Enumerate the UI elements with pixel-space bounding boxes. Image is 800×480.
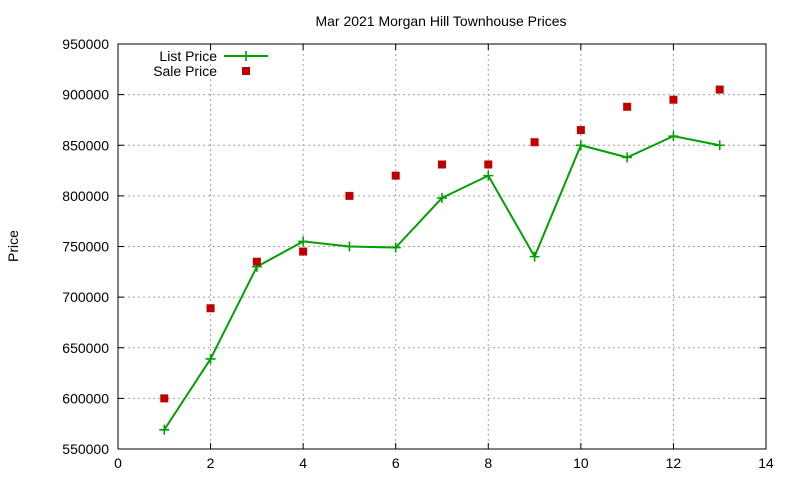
sale-price-point [299, 247, 308, 256]
axes: 0 2 4 6 8 10 12 14 550000 600000 650000 700000 75000… [62, 36, 774, 471]
list-price-point [668, 131, 679, 142]
legend-marker-list-price [241, 51, 251, 61]
y-tick-label: 900000 [62, 87, 109, 103]
y-tick-label: 700000 [62, 289, 109, 305]
list-price-point [714, 140, 725, 151]
legend: List Price Sale Price [153, 48, 268, 79]
sale-price-point [391, 171, 400, 180]
x-tick-label: 12 [666, 455, 682, 471]
plot-border [117, 43, 767, 450]
x-tick-label: 2 [207, 455, 215, 471]
y-tick-label: 750000 [62, 239, 109, 255]
y-tick-label: 650000 [62, 340, 109, 356]
sale-price-point [160, 394, 169, 403]
list-price-point [483, 170, 494, 181]
list-price-point [575, 140, 586, 151]
legend-label-list-price: List Price [159, 48, 217, 64]
sale-price-point [623, 102, 632, 111]
list-price-point [622, 152, 633, 163]
chart-title: Mar 2021 Morgan Hill Townhouse Prices [315, 13, 566, 29]
y-tick-label: 950000 [62, 36, 109, 52]
x-tick-label: 0 [114, 455, 122, 471]
x-tick-label: 8 [484, 455, 492, 471]
legend-marker-sale-price [242, 67, 250, 75]
sale-price-point [345, 191, 354, 200]
list-price-line [163, 135, 720, 431]
y-tick-label: 600000 [62, 390, 109, 406]
list-price-point [205, 353, 216, 364]
list-price-point [437, 192, 447, 203]
sale-price-point [530, 138, 539, 147]
sale-price-point [252, 257, 261, 266]
y-tick-label: 550000 [62, 441, 109, 457]
y-tick-label: 850000 [62, 137, 109, 153]
sale-price-point [669, 95, 678, 104]
legend-label-sale-price: Sale Price [153, 63, 217, 79]
list-price-point [390, 242, 401, 253]
sale-price-point [576, 126, 585, 135]
sale-price-point [715, 85, 724, 94]
list-price-point [159, 424, 170, 435]
grid-lines [118, 44, 766, 449]
list-price-point [344, 241, 355, 252]
y-axis-label: Price [5, 230, 21, 262]
x-tick-label: 10 [573, 455, 589, 471]
x-tick-label: 4 [299, 455, 307, 471]
sale-price-point [484, 160, 493, 169]
x-tick-label: 14 [758, 455, 774, 471]
sale-price-point [206, 304, 215, 313]
list-price-point [298, 236, 309, 247]
list-price-point [529, 251, 540, 262]
series-layer [159, 85, 725, 435]
sale-price-point [438, 160, 446, 169]
x-tick-label: 6 [392, 455, 400, 471]
y-tick-label: 800000 [62, 188, 109, 204]
